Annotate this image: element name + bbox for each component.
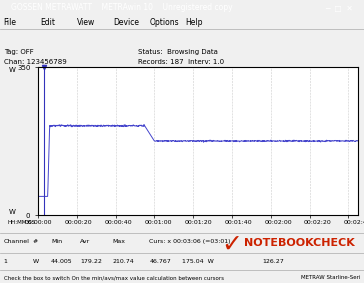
- Text: 00:01:20: 00:01:20: [184, 220, 212, 225]
- Text: HH:MM:SS: HH:MM:SS: [8, 220, 36, 225]
- Text: 00:00:40: 00:00:40: [104, 220, 132, 225]
- Text: Help: Help: [186, 18, 203, 27]
- Text: 1: 1: [4, 259, 8, 264]
- Text: 179.22: 179.22: [80, 259, 102, 264]
- Text: 210.74: 210.74: [113, 259, 135, 264]
- Text: View: View: [76, 18, 95, 27]
- Text: 00:01:00: 00:01:00: [144, 220, 172, 225]
- Text: ✓: ✓: [221, 233, 242, 257]
- Text: Max: Max: [113, 239, 126, 244]
- Text: 00:01:40: 00:01:40: [224, 220, 252, 225]
- Text: 00:02:20: 00:02:20: [304, 220, 332, 225]
- Text: 46.767: 46.767: [149, 259, 171, 264]
- Text: 126.27: 126.27: [262, 259, 284, 264]
- Text: Avr: Avr: [80, 239, 90, 244]
- Text: 00:00:20: 00:00:20: [64, 220, 92, 225]
- Text: 44.005: 44.005: [51, 259, 72, 264]
- Text: Curs: x 00:03:06 (=03:01): Curs: x 00:03:06 (=03:01): [149, 239, 231, 244]
- Text: Channel: Channel: [4, 239, 29, 244]
- Text: 175.04  W: 175.04 W: [182, 259, 214, 264]
- Text: 00:02:40: 00:02:40: [344, 220, 364, 225]
- Text: Options: Options: [149, 18, 179, 27]
- Text: Status:  Browsing Data: Status: Browsing Data: [138, 49, 218, 55]
- Text: File: File: [4, 18, 17, 27]
- Text: #: #: [33, 239, 38, 244]
- Text: 00:02:00: 00:02:00: [264, 220, 292, 225]
- Text: W: W: [9, 209, 16, 215]
- Text: NOTEBOOKCHECK: NOTEBOOKCHECK: [244, 237, 355, 248]
- Text: Tag: OFF: Tag: OFF: [4, 49, 33, 55]
- Text: Min: Min: [51, 239, 62, 244]
- Text: W: W: [33, 259, 39, 264]
- Text: Device: Device: [113, 18, 139, 27]
- Text: Edit: Edit: [40, 18, 55, 27]
- Text: METRAW Starline-Seri: METRAW Starline-Seri: [301, 275, 360, 280]
- Text: 00:00:00: 00:00:00: [24, 220, 52, 225]
- Text: W: W: [9, 67, 16, 73]
- Text: ─  □  ✕: ─ □ ✕: [325, 3, 353, 12]
- Text: Records: 187  Interv: 1.0: Records: 187 Interv: 1.0: [138, 59, 225, 65]
- Text: GOSSEN METRAWATT    METRAwin 10    Unregistered copy: GOSSEN METRAWATT METRAwin 10 Unregistere…: [11, 3, 233, 12]
- Text: Chan: 123456789: Chan: 123456789: [4, 59, 66, 65]
- Text: Check the box to switch On the min/avs/max value calculation between cursors: Check the box to switch On the min/avs/m…: [4, 275, 223, 280]
